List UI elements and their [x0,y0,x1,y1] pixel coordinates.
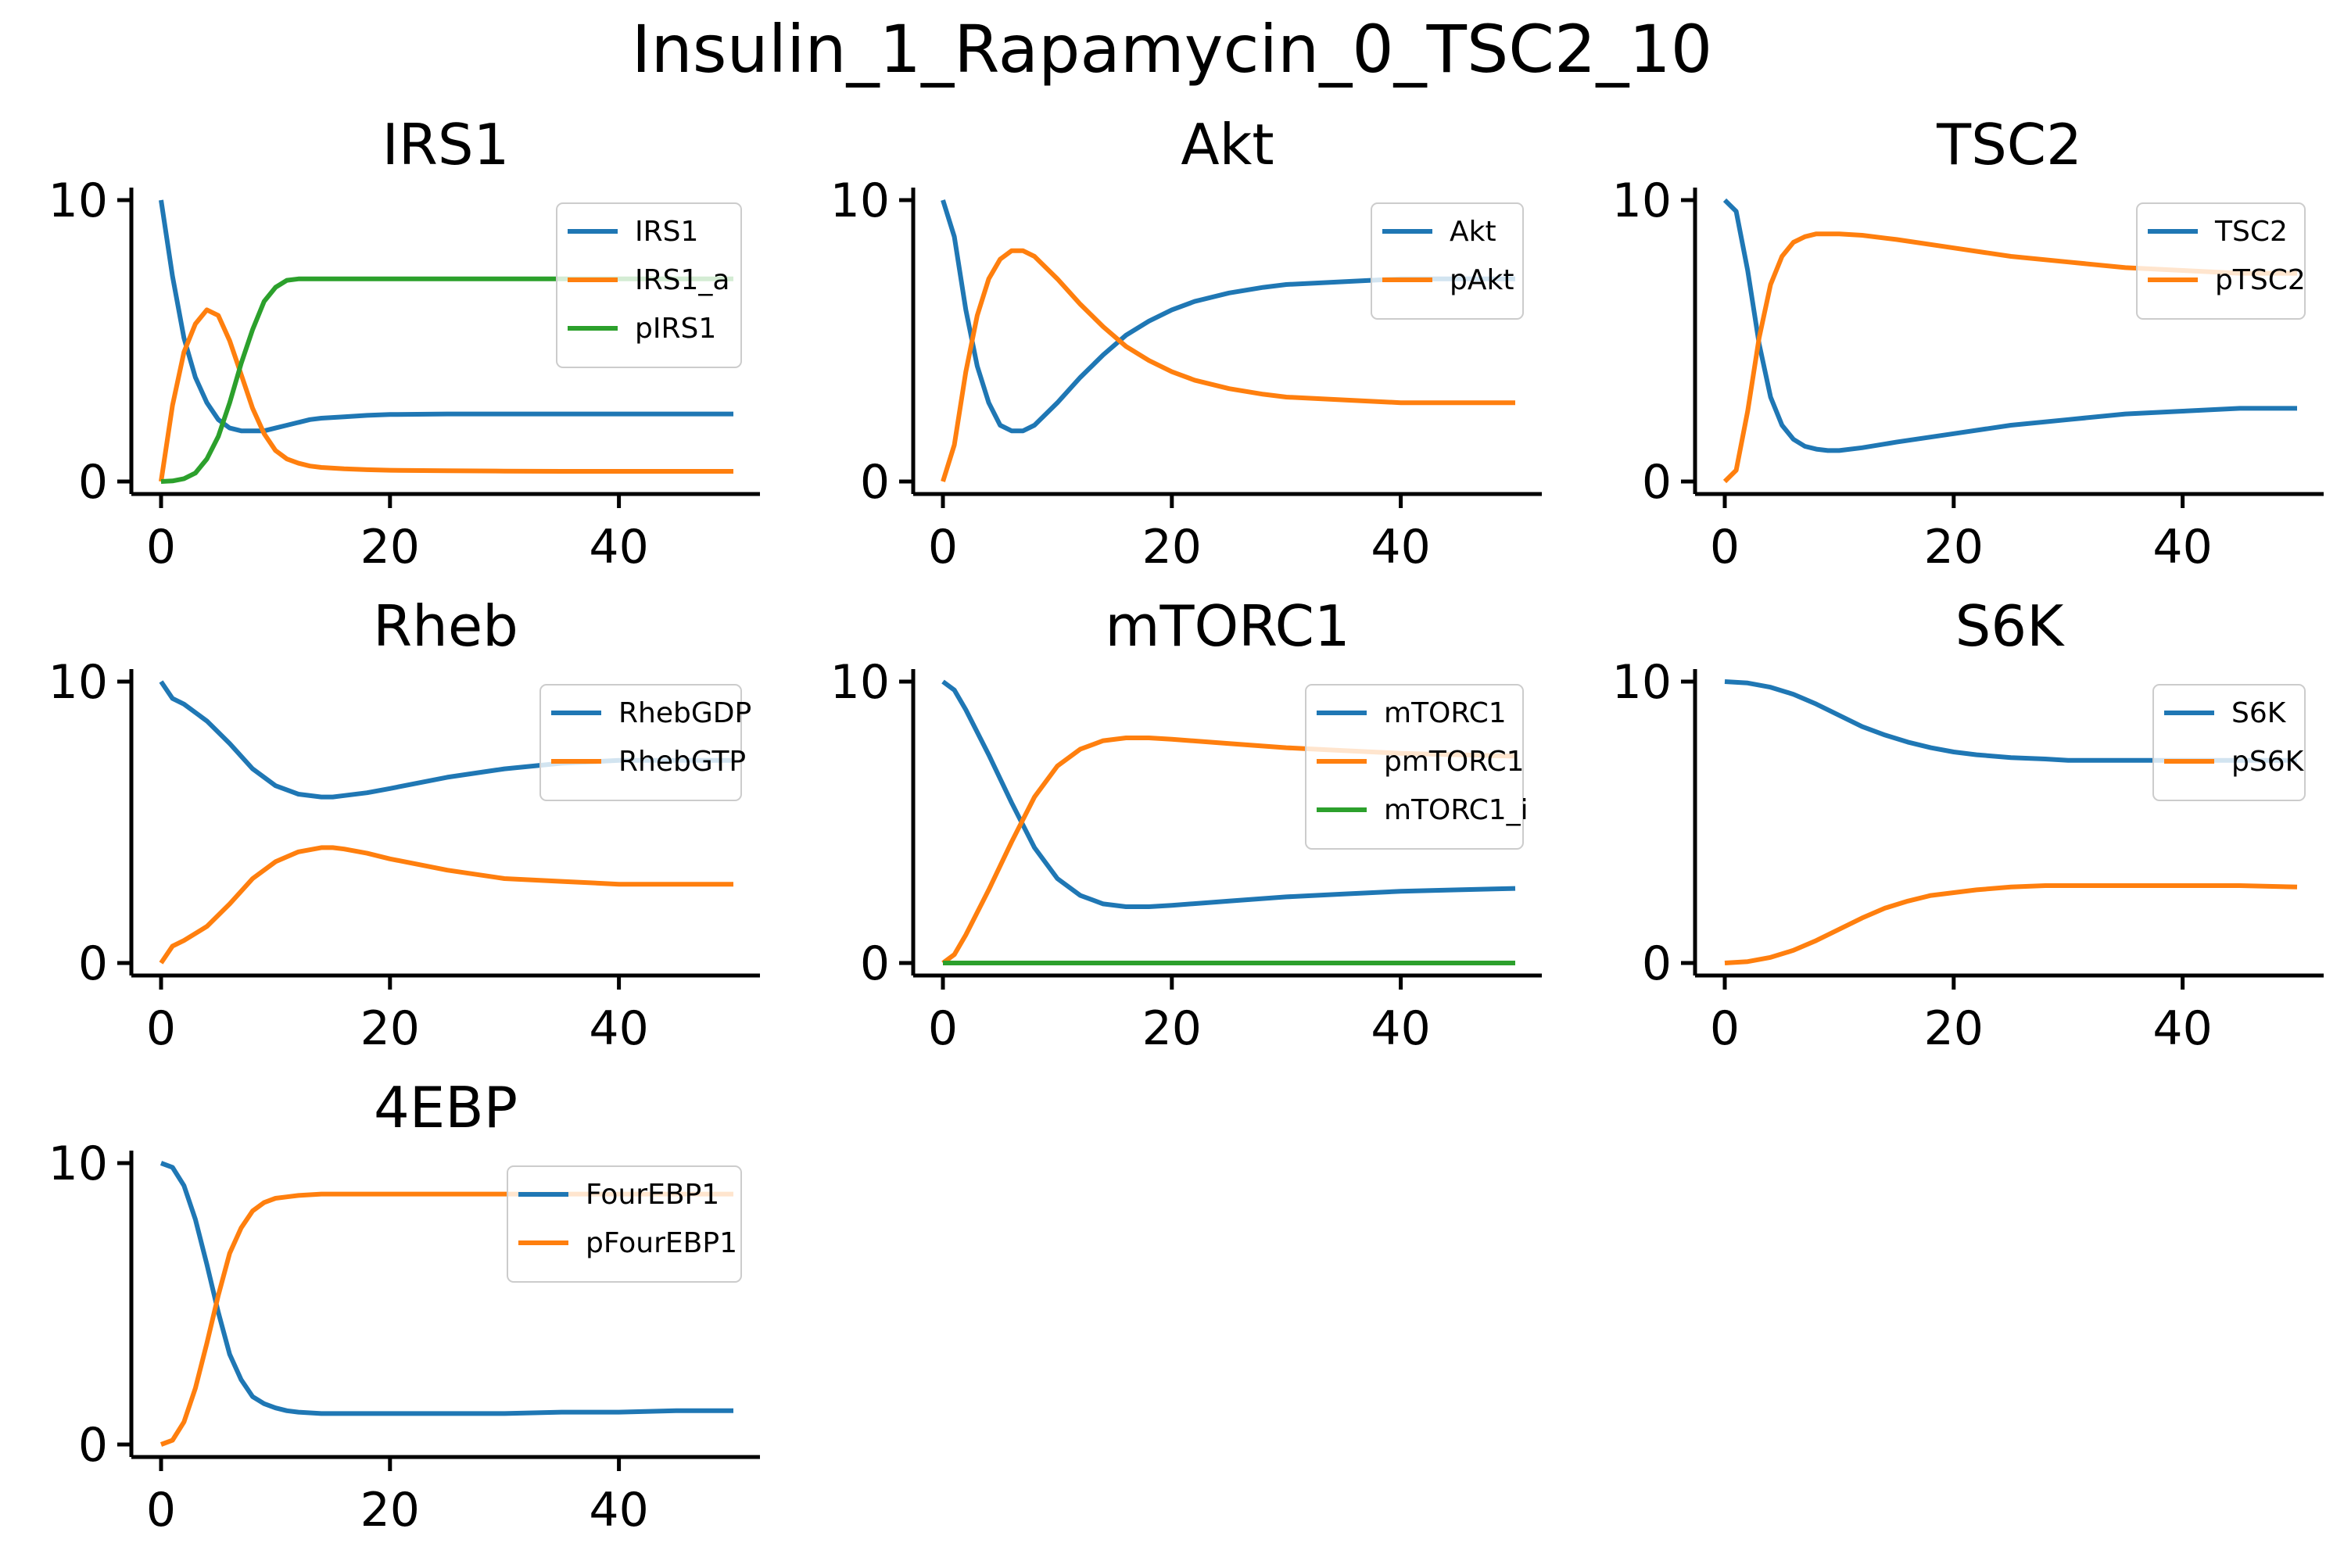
y-tick-label: 10 [48,174,108,228]
series-line-irs1 [159,199,733,434]
x-tick-label: 40 [2152,1001,2212,1056]
legend-box [1371,202,1524,320]
legend-label: pTSC2 [2215,264,2306,296]
series-line-pirs1 [160,276,733,484]
x-tick-label: 40 [1371,520,1430,575]
panel-title: S6K [1955,593,2066,659]
panel-4ebp: 4EBP 0 20 40 0 10 FourEBP1 pFourEBP1 [48,1075,760,1538]
x-tick-label: 0 [146,1483,176,1538]
legend-label: S6K [2231,697,2287,729]
panel-title: IRS1 [382,112,510,177]
x-tick-label: 0 [146,1001,176,1056]
panel-tsc2: TSC2 0 20 40 0 10 TSC2 pTSC2 [1612,112,2324,575]
y-tick-label: 0 [78,455,108,510]
legend: TSC2 pTSC2 [2136,202,2306,320]
series-line-ps6k [1724,883,2298,965]
y-tick-label: 0 [78,936,108,991]
legend: Akt pAkt [1371,202,1524,320]
series-line-mtorc1 [941,679,1516,909]
legend-label: RhebGDP [618,697,751,729]
legend-label: pIRS1 [635,313,716,345]
legend-label: pAkt [1450,264,1514,296]
legend-label: FourEBP1 [586,1179,719,1211]
legend-label: Akt [1450,216,1496,248]
x-tick-label: 20 [360,1483,420,1538]
x-tick-label: 0 [1710,1001,1740,1056]
panel-title: Rheb [373,593,518,659]
legend-label: IRS1_a [635,264,729,296]
y-tick-label: 0 [860,455,890,510]
series-line-fourebp1 [159,1161,733,1416]
legend: mTORC1 pmTORC1 mTORC1_i [1305,684,1529,850]
y-tick-label: 10 [1612,655,1672,710]
panel-title: Akt [1181,112,1274,177]
x-tick-label: 40 [589,520,648,575]
x-tick-label: 20 [1924,1001,1984,1056]
series-line-tsc2 [1722,198,2297,453]
series-line-rhebgtp [159,845,733,965]
panel-rheb: Rheb 0 20 40 0 10 RhebGDP RhebGTP [48,593,760,1056]
x-tick-label: 40 [589,1001,648,1056]
x-tick-label: 0 [146,520,176,575]
y-tick-label: 10 [48,1137,108,1191]
series-line-irs1-a [159,307,733,482]
figure-title: Insulin_1_Rapamycin_0_TSC2_10 [632,11,1713,88]
legend: RhebGDP RhebGTP [539,684,751,801]
y-tick-label: 10 [830,174,890,228]
panel-mtorc1: mTORC1 0 20 40 0 10 mTORC1 pmTORC1 mTORC1_i [830,593,1542,1056]
x-tick-label: 20 [1924,520,1984,575]
panel-s6k: S6K 0 20 40 0 10 S6K pS6K [1612,593,2324,1056]
x-tick-label: 0 [1710,520,1740,575]
x-tick-label: 40 [589,1483,648,1538]
series-line-pakt [941,248,1515,482]
x-tick-label: 20 [360,1001,420,1056]
x-tick-label: 40 [2152,520,2212,575]
legend-label: IRS1 [635,216,698,248]
legend: S6K pS6K [2152,684,2306,801]
x-tick-label: 0 [928,520,958,575]
legend-label: mTORC1_i [1384,794,1529,826]
x-tick-label: 40 [1371,1001,1430,1056]
legend-label: pFourEBP1 [586,1227,737,1259]
legend-label: TSC2 [2214,216,2288,248]
y-tick-label: 0 [1642,936,1672,991]
y-tick-label: 10 [48,655,108,710]
legend: IRS1 IRS1_a pIRS1 [556,202,742,368]
x-tick-label: 20 [1142,520,1202,575]
series-line-s6k [1724,679,2297,763]
x-tick-label: 20 [360,520,420,575]
series-line-ptsc2 [1722,231,2297,484]
y-tick-label: 0 [860,936,890,991]
panel-irs1: IRS1 0 20 40 0 10 IRS1 IRS1_a pIRS1 [48,112,760,575]
panel-akt: Akt 0 20 40 0 10 Akt pAkt [830,112,1542,575]
legend-label: pS6K [2231,746,2305,778]
legend-label: pmTORC1 [1384,746,1525,778]
panel-title: mTORC1 [1105,593,1349,659]
legend: FourEBP1 pFourEBP1 [507,1165,742,1283]
y-tick-label: 0 [78,1418,108,1473]
y-tick-label: 10 [1612,174,1672,228]
legend-label: RhebGTP [618,746,746,778]
x-tick-label: 0 [928,1001,958,1056]
legend-label: mTORC1 [1384,697,1507,729]
series-line-akt [941,199,1515,434]
y-tick-label: 0 [1642,455,1672,510]
panel-title: 4EBP [374,1075,518,1140]
y-tick-label: 10 [830,655,890,710]
x-tick-label: 20 [1142,1001,1202,1056]
panel-title: TSC2 [1936,112,2082,177]
